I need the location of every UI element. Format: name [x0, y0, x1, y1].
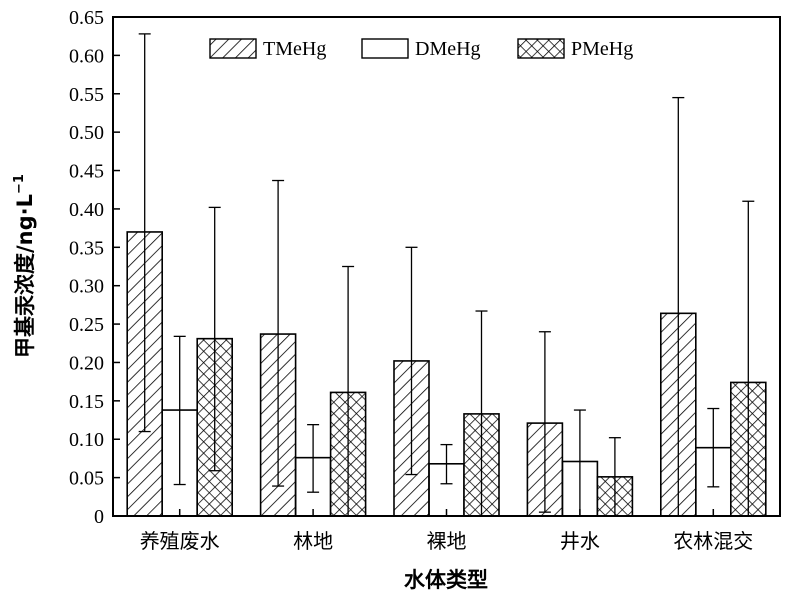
axis-layer: 0 0.05 0.10 0.15 0.20 0.25 0.30 0.35 0.40 0.45 0.5… — [69, 7, 753, 553]
error-bar-tmehg-3 — [405, 246, 418, 476]
y-axis-title-main: 甲基汞浓度/ng·L — [13, 194, 37, 358]
x-tick-label: 农林混交 — [673, 529, 753, 553]
error-bar-dmehg-5 — [707, 407, 720, 488]
y-tick-label: 0.65 — [69, 7, 104, 29]
x-tick-label: 井水 — [560, 529, 600, 553]
x-tick-label: 裸地 — [427, 529, 467, 553]
error-bar-pmehg-2 — [342, 265, 355, 516]
error-bars-layer — [138, 33, 755, 516]
error-bar-dmehg-4 — [573, 409, 586, 516]
legend-swatch — [361, 38, 409, 59]
error-bar-pmehg-3 — [475, 310, 488, 516]
error-bar-tmehg-5 — [672, 96, 685, 516]
legend-item-tmehg: TMeHg — [209, 38, 326, 60]
x-tick-label: 林地 — [293, 529, 333, 553]
error-bar-dmehg-1 — [173, 335, 186, 486]
x-axis-title: 水体类型 — [404, 568, 488, 592]
y-tick-label: 0 — [94, 506, 104, 528]
error-bar-pmehg-5 — [742, 200, 755, 516]
error-bar-dmehg-3 — [440, 443, 453, 485]
x-tick-label: 养殖废水 — [140, 529, 220, 553]
legend-label: TMeHg — [263, 38, 326, 60]
y-tick-label: 0.45 — [69, 161, 104, 183]
y-tick-label: 0.15 — [69, 391, 104, 413]
error-bar-pmehg-1 — [208, 206, 221, 472]
error-bar-tmehg-4 — [538, 331, 551, 513]
y-tick-label: 0.10 — [69, 429, 104, 451]
legend-label: PMeHg — [571, 38, 633, 60]
y-axis-title: 甲基汞浓度/ng·L−1 — [12, 174, 37, 358]
legend-swatch — [517, 38, 565, 59]
error-bar-dmehg-2 — [307, 423, 320, 493]
y-tick-label: 0.30 — [69, 276, 104, 298]
legend-item-pmehg: PMeHg — [517, 38, 633, 60]
y-tick-label: 0.55 — [69, 84, 104, 106]
legend-item-dmehg: DMeHg — [361, 38, 481, 60]
error-bar-pmehg-4 — [608, 437, 621, 516]
y-tick-label: 0.40 — [69, 199, 104, 221]
y-tick-label: 0.20 — [69, 352, 104, 374]
error-bar-tmehg-2 — [272, 179, 285, 487]
y-axis-title-exponent: −1 — [12, 174, 27, 194]
error-bar-tmehg-1 — [138, 33, 151, 433]
legend-label: DMeHg — [415, 38, 481, 60]
y-tick-label: 0.35 — [69, 237, 104, 259]
y-tick-label: 0.25 — [69, 314, 104, 336]
y-tick-label: 0.60 — [69, 45, 104, 67]
legend: TMeHg DMeHg PMeHg — [209, 38, 633, 60]
legend-swatch — [209, 38, 257, 59]
y-tick-label: 0.05 — [69, 468, 104, 490]
y-tick-label: 0.50 — [69, 122, 104, 144]
